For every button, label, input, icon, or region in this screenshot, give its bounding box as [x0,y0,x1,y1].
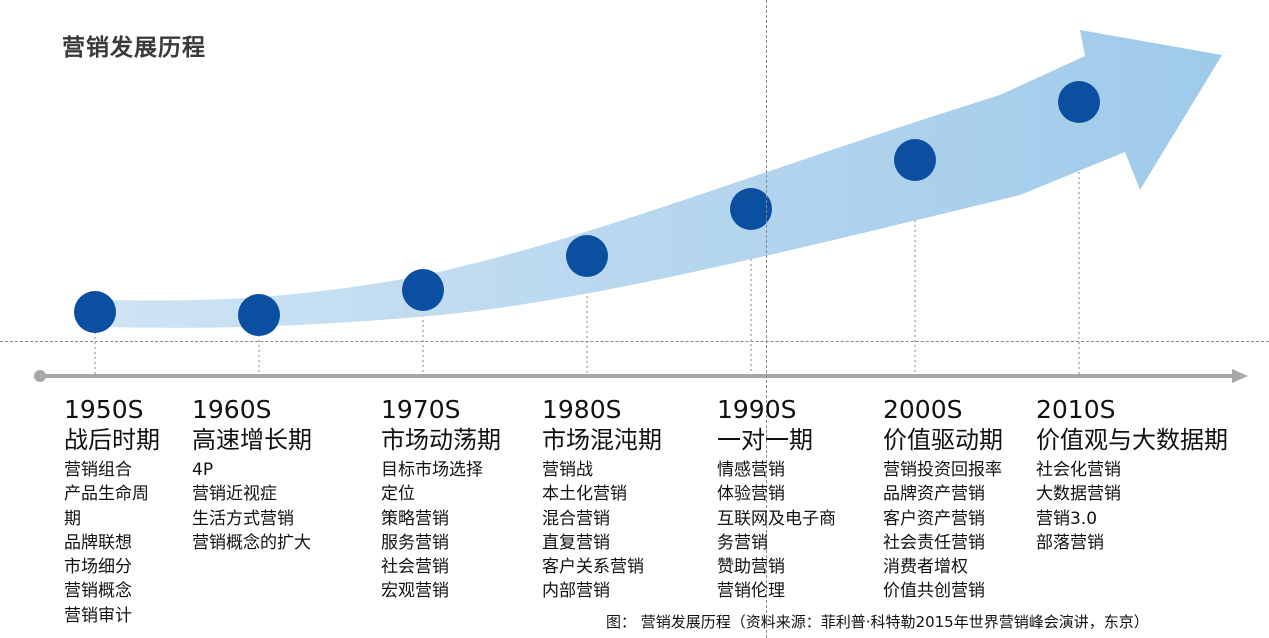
era-item: 客户关系营销 [542,557,644,578]
era-item: 营销投资回报率 [883,460,1002,480]
era-1980s: 1980S 市场混沌期 营销战 本土化营销 混合营销 直复营销 客户关系营销 内… [542,394,692,604]
era-items: 4P 营销近视症 生活方式营销 营销概念的扩大 [192,458,372,555]
era-item: 社会营销 [381,557,449,578]
era-2010s: 2010S 价值观与大数据期 社会化营销 大数据营销 营销3.0 部落营销 [1036,394,1236,555]
era-item: 营销审计 [64,605,132,626]
era-item: 营销概念的扩大 [192,532,311,553]
era-node [1058,81,1100,123]
era-item: 直复营销 [542,532,610,553]
era-items: 营销战 本土化营销 混合营销 直复营销 客户关系营销 内部营销 [542,458,692,604]
era-items: 目标市场选择 定位 策略营销 服务营销 社会营销 宏观营销 [381,458,531,604]
era-item: 营销近视症 [192,484,277,505]
era-name: 价值驱动期 [883,426,1003,454]
era-decade: 1960S [192,395,272,424]
era-decade: 2010S [1036,395,1116,424]
era-decade: 2000S [883,395,963,424]
era-node [730,188,772,230]
era-item: 社会责任营销 [883,532,985,553]
era-name: 战后时期 [64,426,160,454]
era-item: 品牌联想 [64,532,132,553]
era-node [894,139,936,181]
era-node [238,294,280,336]
era-items: 社会化营销 大数据营销 营销3.0 部落营销 [1036,458,1236,555]
growth-arrow [80,30,1222,328]
era-item: 营销组合 [64,460,132,480]
era-1960s: 1960S 高速增长期 4P 营销近视症 生活方式营销 营销概念的扩大 [192,394,372,555]
era-item: 本土化营销 [542,484,627,505]
time-axis [34,369,1248,383]
figure-caption: 图： 营销发展历程（资料来源：菲利普·科特勒2015年世界营销峰会演讲，东京） [606,613,1149,631]
overlay-guide-horizontal [0,341,1269,342]
era-item: 品牌资产营销 [883,484,985,505]
era-decade: 1990S [717,395,797,424]
era-item: 内部营销 [542,581,610,602]
era-2000s: 2000S 价值驱动期 营销投资回报率 品牌资产营销 客户资产营销 社会责任营销… [883,394,1033,604]
era-item: 目标市场选择 [381,460,483,480]
axis-arrowhead [1232,369,1248,383]
era-item: 营销战 [542,460,593,480]
era-name: 市场动荡期 [381,426,501,454]
era-item: 价值共创营销 [883,581,985,602]
era-item: 情感营销 [717,460,785,480]
era-decade: 1980S [542,395,622,424]
era-items: 情感营销 体验营销 互联网及电子商 务营销 赞助营销 营销伦理 [717,458,867,604]
era-item: 4P [192,460,214,480]
page-title: 营销发展历程 [62,34,206,61]
era-item: 客户资产营销 [883,508,985,529]
era-item: 消费者增权 [883,557,968,578]
era-name: 市场混沌期 [542,426,662,454]
era-item: 宏观营销 [381,581,449,602]
era-item: 产品生命周 [64,484,149,505]
era-name: 价值观与大数据期 [1036,426,1228,454]
era-item: 混合营销 [542,508,610,529]
era-item: 生活方式营销 [192,508,294,529]
era-item: 营销概念 [64,581,132,602]
era-item: 定位 [381,484,415,505]
era-item: 部落营销 [1036,532,1104,553]
era-item: 市场细分 [64,557,132,578]
era-item: 营销3.0 [1036,508,1098,529]
era-1990s: 1990S 一对一期 情感营销 体验营销 互联网及电子商 务营销 赞助营销 营销… [717,394,867,604]
axis-start-dot [34,370,46,382]
era-item: 期 [64,508,81,529]
overlay-guide-vertical [766,0,767,638]
era-item: 策略营销 [381,508,449,529]
era-item: 大数据营销 [1036,484,1121,505]
era-node [402,269,444,311]
era-nodes [74,81,1100,336]
era-items: 营销投资回报率 品牌资产营销 客户资产营销 社会责任营销 消费者增权 价值共创营… [883,458,1033,604]
era-node [74,291,116,333]
era-node [566,235,608,277]
era-name: 一对一期 [717,426,813,454]
era-item: 社会化营销 [1036,460,1121,480]
era-1950s: 1950S 战后时期 营销组合 产品生命周 期 品牌联想 市场细分 营销概念 营… [64,394,182,628]
era-1970s: 1970S 市场动荡期 目标市场选择 定位 策略营销 服务营销 社会营销 宏观营… [381,394,531,604]
era-item: 务营销 [717,532,768,553]
era-name: 高速增长期 [192,426,312,454]
era-item: 体验营销 [717,484,785,505]
era-item: 服务营销 [381,532,449,553]
era-item: 营销伦理 [717,581,785,602]
era-items: 营销组合 产品生命周 期 品牌联想 市场细分 营销概念 营销审计 [64,458,182,628]
era-decade: 1950S [64,395,144,424]
era-item: 赞助营销 [717,557,785,578]
era-decade: 1970S [381,395,461,424]
era-item: 互联网及电子商 [717,508,836,529]
